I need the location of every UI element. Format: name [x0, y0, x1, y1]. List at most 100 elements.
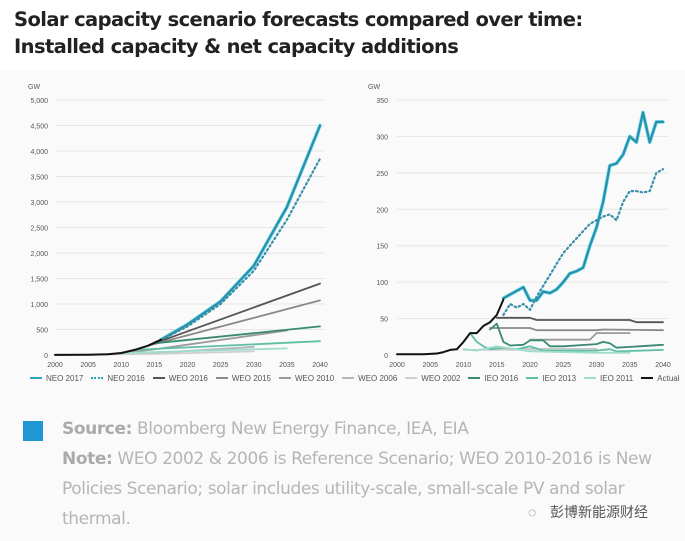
series-weo-2015 — [146, 299, 321, 347]
chart-1: GW 0 500 1,000 1,500 2,000 2,500 3,000 3,500 4,00… — [28, 84, 328, 369]
x-tick-label: 2015 — [147, 362, 163, 369]
legend-label: WEO 2006 — [358, 373, 398, 383]
y-tick-label: 1,000 — [30, 302, 48, 309]
legend-label: WEO 2016 — [168, 373, 208, 383]
legend-swatch — [342, 377, 355, 379]
y-tick-label: 5,000 — [30, 98, 48, 105]
y-tick-label: 1,500 — [30, 277, 48, 284]
legend-label: WEO 2015 — [231, 373, 271, 383]
x-tick-label: 2000 — [47, 362, 63, 369]
footer-panel — [0, 400, 685, 541]
y-tick-label: 4,500 — [30, 124, 48, 131]
x-tick-label: 2035 — [622, 362, 638, 369]
watermark-text: 彭博新能源财经 — [550, 504, 648, 520]
legend-label: WEO 2002 — [421, 373, 461, 383]
x-tick-label: 2025 — [213, 362, 229, 369]
chart-2: GW 0 50 100 150 200 250 300 350 2000 2005 2010 2015 2… — [368, 84, 671, 369]
x-tick-label: 2000 — [389, 362, 405, 369]
series-neo-2017 — [502, 111, 665, 302]
legend-item-neo-2017: NEO 2017 — [30, 374, 83, 383]
y-axis-label: GW — [28, 84, 40, 91]
legend: NEO 2017 NEO 2016 WEO 2016 WEO 2015 WEO 2010… — [30, 372, 680, 383]
y-tick-label: 350 — [376, 98, 388, 105]
y-axis-label: GW — [368, 84, 380, 91]
legend-swatch — [91, 377, 104, 379]
y-tick-label: 0 — [384, 353, 388, 360]
legend-swatch — [152, 377, 165, 379]
series-ieo-2013 — [469, 332, 664, 353]
legend-swatch — [30, 377, 42, 379]
x-tick-label: 2030 — [589, 362, 605, 369]
series-weo-2015 — [489, 327, 664, 332]
x-tick-label: 2040 — [312, 362, 328, 369]
x-tick-label: 2020 — [522, 362, 538, 369]
x-tick-label: 2030 — [246, 362, 262, 369]
series-weo-2016 — [153, 282, 321, 345]
legend-swatch — [584, 377, 597, 379]
y-tick-label: 0 — [44, 353, 48, 360]
legend-item-weo-2002: WEO 2002 — [405, 374, 460, 383]
legend-swatch — [641, 377, 654, 379]
charts-svg: GW 0 500 1,000 1,500 2,000 2,500 3,000 3,500 4,00… — [28, 84, 671, 369]
y-tick-label: 250 — [376, 171, 388, 178]
y-tick-label: 2,000 — [30, 251, 48, 258]
source-text: Bloomberg New Energy Finance, IEA, EIA — [132, 419, 469, 439]
x-tick-label: 2040 — [655, 362, 671, 369]
series-neo-2016 — [502, 168, 665, 316]
legend-item-weo-2016: WEO 2016 — [152, 373, 208, 383]
wechat-icon: ◌ — [528, 504, 537, 520]
series-actual — [396, 298, 505, 356]
y-tick-label: 3,000 — [30, 200, 48, 207]
source-note: Source: Bloomberg New Energy Finance, IE… — [62, 414, 662, 534]
legend-item-weo-2006: WEO 2006 — [342, 374, 397, 383]
x-tick-label: 2025 — [555, 362, 571, 369]
legend-swatch — [215, 377, 228, 379]
y-tick-label: 150 — [376, 244, 388, 251]
series-ieo-2016 — [153, 325, 321, 345]
series-ieo-2011 — [462, 345, 631, 354]
y-tick-label: 3,500 — [30, 175, 48, 182]
legend-label: IEO 2011 — [600, 373, 634, 383]
x-tick-label: 2005 — [80, 362, 96, 369]
legend-item-actual: Actual — [641, 373, 680, 383]
legend-swatch — [526, 377, 539, 379]
source-label: Source: — [62, 419, 133, 439]
y-tick-label: 2,500 — [30, 226, 48, 233]
chart-title: Solar capacity scenario forecasts compar… — [14, 8, 583, 58]
legend-label: WEO 2010 — [295, 373, 335, 383]
legend-swatch — [279, 377, 291, 379]
series-actual — [54, 338, 162, 356]
legend-item-weo-2010: WEO 2010 — [279, 374, 334, 383]
legend-item-ieo-2013: IEO 2013 — [526, 374, 576, 383]
x-tick-label: 2010 — [113, 362, 129, 369]
series-ieo-2013 — [133, 340, 321, 351]
legend-label: NEO 2016 — [107, 373, 145, 383]
y-tick-label: 500 — [36, 328, 48, 335]
series-glow-neo-2017 — [501, 110, 665, 303]
note-text: WEO 2002 & 2006 is Reference Scenario; W… — [62, 449, 652, 529]
series-neo-2016 — [153, 157, 322, 345]
y-tick-label: 4,000 — [30, 149, 48, 156]
x-tick-label: 2020 — [180, 362, 196, 369]
legend-item-ieo-2016: IEO 2016 — [468, 374, 518, 383]
legend-item-neo-2016: NEO 2016 — [91, 373, 145, 383]
y-tick-label: 300 — [376, 134, 388, 141]
legend-item-weo-2015: WEO 2015 — [215, 373, 271, 383]
legend-swatch — [405, 377, 418, 379]
series-ieo-2011 — [120, 347, 288, 354]
watermark: ◌ 彭博新能源财经 — [528, 502, 648, 522]
x-tick-label: 2015 — [489, 362, 505, 369]
note-label: Note: — [62, 449, 113, 469]
legend-label: IEO 2016 — [484, 373, 519, 383]
legend-swatch — [468, 377, 481, 379]
x-tick-label: 2005 — [422, 362, 438, 369]
series-weo-2010 — [529, 332, 631, 341]
series-ieo-2016 — [489, 322, 664, 349]
legend-label: Actual — [657, 373, 680, 383]
series-neo-2017 — [159, 124, 322, 341]
x-tick-label: 2010 — [456, 362, 472, 369]
y-tick-label: 200 — [376, 207, 388, 214]
series-weo-2016 — [495, 316, 664, 324]
legend-label: NEO 2017 — [46, 373, 84, 383]
legend-item-ieo-2011: IEO 2011 — [584, 374, 633, 383]
